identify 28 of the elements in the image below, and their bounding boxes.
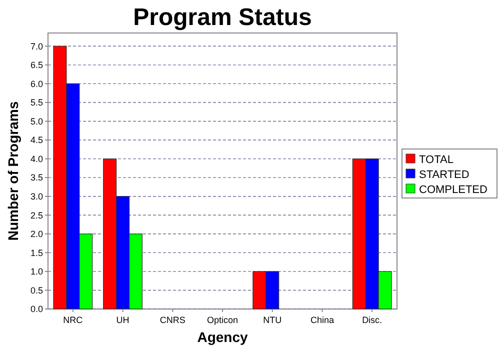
- x-tick-label: CNRS: [160, 315, 186, 325]
- y-tick-label: 2.0: [30, 229, 43, 240]
- y-tick-label: 5.5: [30, 98, 43, 108]
- y-tick-label: 1.0: [30, 266, 43, 277]
- y-tick-label: 6.5: [30, 60, 43, 70]
- x-tick-label: UH: [116, 315, 130, 325]
- x-tick-label: Opticon: [206, 315, 238, 325]
- y-axis-title: Number of Programs: [5, 101, 21, 241]
- y-tick-label: 4.0: [30, 154, 43, 164]
- x-tick-label: NTU: [263, 315, 282, 325]
- y-tick-label: 4.5: [30, 135, 43, 146]
- x-axis-title: Agency: [197, 329, 248, 345]
- y-tick-label: 0.0: [30, 304, 43, 314]
- legend-label: STARTED: [419, 168, 470, 181]
- y-tick-label: 5.0: [30, 116, 43, 126]
- y-tick-label: 0.5: [30, 285, 43, 296]
- y-tick-label: 1.5: [30, 248, 43, 258]
- y-tick-label: 3.0: [30, 191, 43, 202]
- legend-label: TOTAL: [419, 154, 454, 166]
- y-tick-label: 2.5: [30, 210, 43, 220]
- legend-label: COMPLETED: [419, 184, 488, 196]
- y-tick-label: 7.0: [30, 41, 43, 52]
- y-tick-label: 6.0: [30, 78, 43, 89]
- chart-title: Program Status: [133, 4, 312, 31]
- y-tick-label: 3.5: [30, 172, 43, 183]
- x-tick-label: China: [310, 315, 334, 325]
- x-tick-label: NRC: [63, 315, 84, 325]
- x-tick-label: Disc.: [362, 315, 382, 325]
